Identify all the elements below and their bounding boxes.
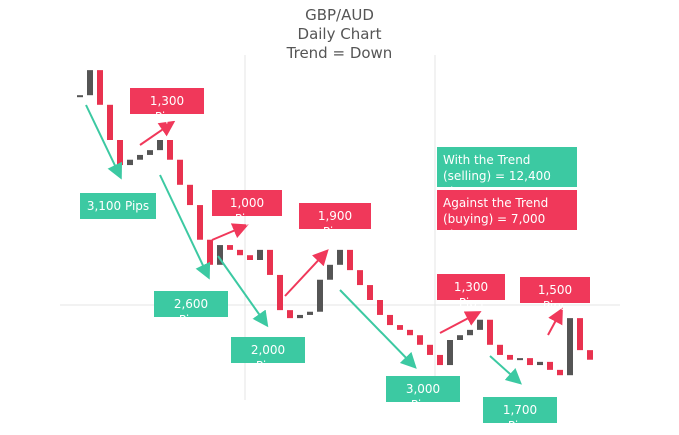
candle <box>117 140 123 166</box>
candle <box>477 319 483 330</box>
arrow <box>284 249 329 297</box>
candle <box>547 361 553 370</box>
candle <box>367 285 373 300</box>
candle <box>577 318 583 351</box>
annotation: 1,700 Pips <box>483 397 557 433</box>
arrow <box>489 355 522 385</box>
candle <box>377 300 383 315</box>
candle <box>237 249 243 256</box>
arrow <box>85 104 123 180</box>
chart-title: Trend = Down <box>286 44 393 62</box>
candle <box>487 319 493 345</box>
candle <box>87 70 93 96</box>
candle <box>317 279 323 312</box>
annotation: 2,600 Pips <box>154 291 228 327</box>
candle <box>137 154 143 160</box>
candle <box>277 274 283 311</box>
chart-title: GBP/AUD <box>305 6 374 24</box>
annotation: 3,000 Pips <box>386 376 460 412</box>
candle <box>397 325 403 330</box>
annotation: 1,900 Pips <box>299 203 371 239</box>
candle <box>217 245 223 265</box>
candle <box>427 344 433 355</box>
candle <box>267 249 273 275</box>
candle <box>417 335 423 345</box>
chart-title: Daily Chart <box>297 25 382 43</box>
candle <box>447 340 453 366</box>
candle <box>207 239 213 265</box>
candle <box>227 245 233 250</box>
candle <box>177 159 183 185</box>
candle <box>247 255 253 260</box>
candle <box>467 329 473 336</box>
candle <box>157 140 163 151</box>
candle <box>97 70 103 105</box>
candle <box>337 249 343 265</box>
annotation: 1,300 Pips <box>130 88 204 124</box>
candle <box>357 270 363 286</box>
candle <box>197 205 203 240</box>
candle <box>147 150 153 155</box>
candle <box>77 95 83 98</box>
annotation: With the Trend (selling) = 12,400 Pips <box>437 147 577 199</box>
candle <box>407 329 413 336</box>
annotation: 3,100 Pips <box>80 193 156 219</box>
candle <box>567 318 573 376</box>
candle <box>537 361 543 366</box>
annotation: 2,000 Pips <box>231 337 305 373</box>
trend-arrows <box>85 104 563 385</box>
annotation: 1,000 Pips <box>212 190 282 226</box>
candle <box>587 350 593 360</box>
candle <box>527 358 533 366</box>
candle <box>497 344 503 355</box>
candle <box>287 310 293 319</box>
arrow <box>547 307 563 336</box>
candle <box>437 354 443 366</box>
arrow <box>211 223 249 241</box>
candle <box>507 354 513 360</box>
candle <box>457 335 463 340</box>
candle <box>297 314 303 319</box>
annotation: 1,300 Pips <box>437 274 505 310</box>
candle <box>127 159 133 166</box>
candle <box>517 358 523 361</box>
arrow <box>439 311 482 334</box>
candle <box>187 184 193 206</box>
candle <box>167 140 173 160</box>
candle <box>257 249 263 260</box>
arrow <box>217 255 269 328</box>
arrow <box>159 174 211 280</box>
candle <box>327 264 333 280</box>
arrow <box>139 120 176 146</box>
candle <box>387 314 393 326</box>
annotation: 1,500 Pips <box>520 277 590 313</box>
candle <box>107 104 113 140</box>
candle <box>557 369 563 376</box>
annotation: Against the Trend (buying) = 7,000 Pips <box>437 190 577 242</box>
candle <box>347 249 353 271</box>
arrow <box>339 289 417 369</box>
candle <box>307 311 313 315</box>
